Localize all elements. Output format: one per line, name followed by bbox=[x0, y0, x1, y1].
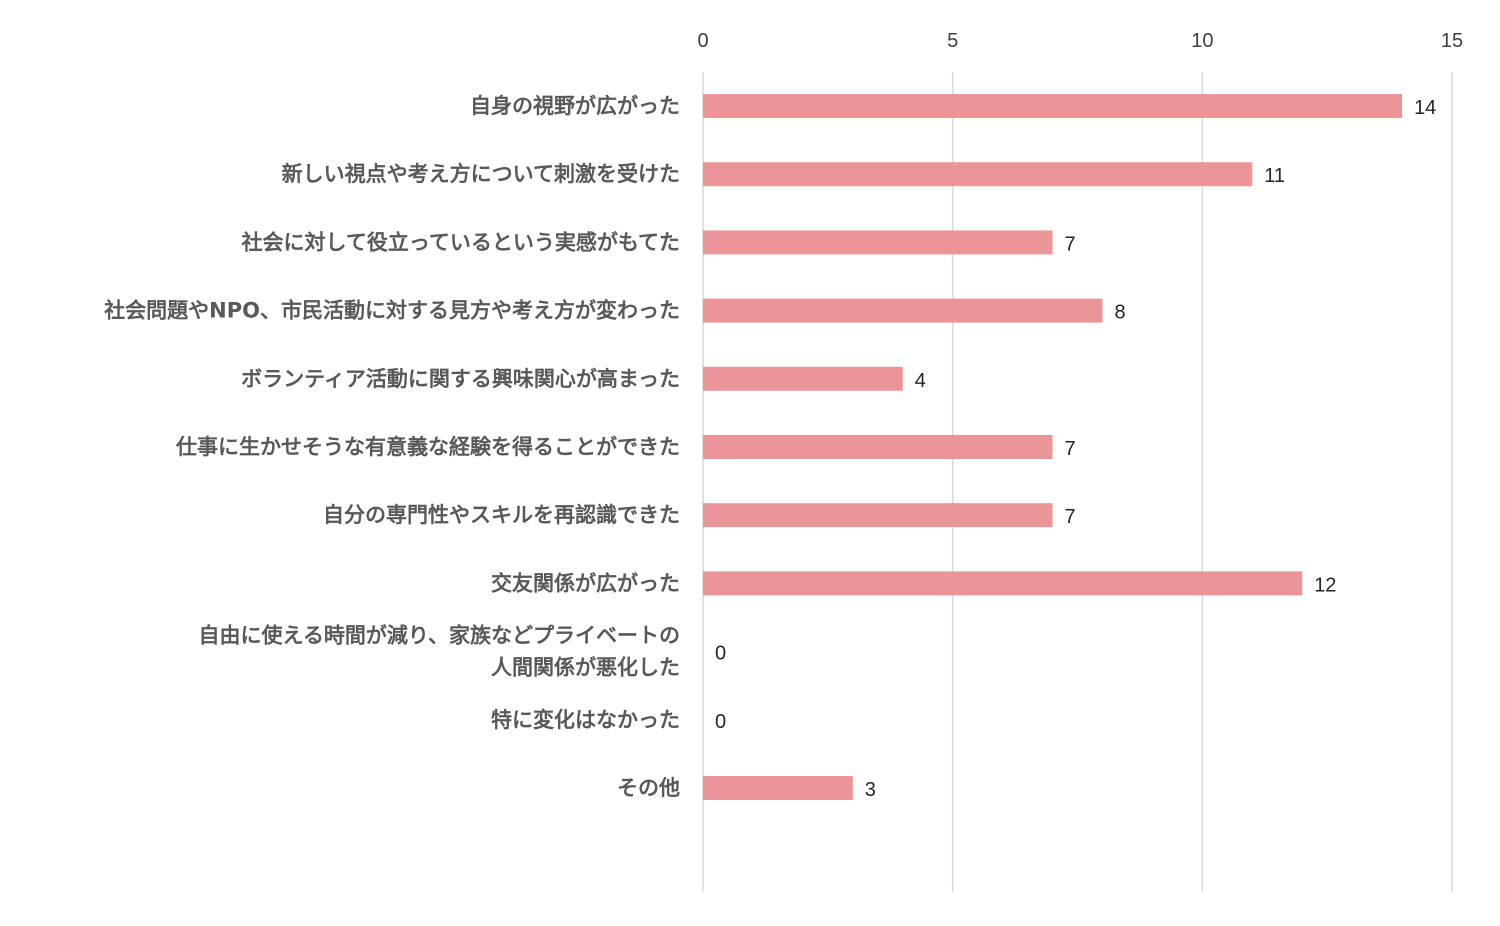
bar bbox=[703, 503, 1053, 528]
category-label: ボランティア活動に関する興味関心が高まった bbox=[241, 367, 680, 391]
category-label: 自由に使える時間が減り、家族などプライベートの bbox=[198, 624, 680, 648]
data-label: 0 bbox=[715, 643, 726, 665]
data-label: 7 bbox=[1065, 438, 1076, 460]
category-labels: 自身の視野が広がった新しい視点や考え方について刺激を受けた社会に対して役立ってい… bbox=[103, 94, 680, 800]
category-label: 仕事に生かせそうな有意義な経験を得ることができた bbox=[175, 435, 680, 459]
category-label: 特に変化はなかった bbox=[491, 708, 680, 732]
category-label: 人間関係が悪化した bbox=[491, 656, 680, 680]
data-label: 4 bbox=[915, 370, 926, 392]
category-label: 新しい視点や考え方について刺激を受けた bbox=[282, 162, 680, 186]
data-label: 8 bbox=[1114, 302, 1125, 324]
gridlines bbox=[702, 72, 1453, 892]
data-label: 7 bbox=[1065, 233, 1076, 255]
data-label: 11 bbox=[1264, 165, 1285, 187]
bar bbox=[703, 298, 1103, 323]
x-tick-label: 10 bbox=[1191, 30, 1213, 52]
data-label: 3 bbox=[865, 779, 876, 801]
category-label: 社会問題やNPO、市民活動に対する見方や考え方が変わった bbox=[103, 299, 680, 323]
x-axis-ticks: 0 5 10 15 bbox=[697, 30, 1463, 52]
bar bbox=[703, 571, 1303, 596]
x-tick-label: 15 bbox=[1441, 30, 1463, 52]
bars bbox=[703, 94, 1403, 800]
data-label: 0 bbox=[715, 711, 726, 733]
bar bbox=[703, 94, 1403, 118]
bar bbox=[703, 366, 903, 391]
x-tick-label: 5 bbox=[947, 30, 958, 52]
category-label: その他 bbox=[617, 776, 680, 800]
data-label: 14 bbox=[1414, 97, 1436, 119]
bar bbox=[703, 162, 1253, 187]
category-label: 社会に対して役立っているという実感がもてた bbox=[241, 230, 680, 254]
bar bbox=[703, 230, 1053, 255]
category-label: 交友関係が広がった bbox=[491, 571, 680, 595]
bar bbox=[703, 435, 1053, 459]
data-label: 7 bbox=[1065, 506, 1076, 528]
category-label: 自分の専門性やスキルを再認識できた bbox=[323, 503, 680, 527]
data-labels: 14 11 7 8 4 7 7 12 0 0 3 bbox=[715, 97, 1436, 801]
data-label: 12 bbox=[1314, 574, 1336, 596]
category-label: 自身の視野が広がった bbox=[470, 94, 680, 118]
x-tick-label: 0 bbox=[697, 30, 708, 52]
bar bbox=[703, 776, 853, 800]
